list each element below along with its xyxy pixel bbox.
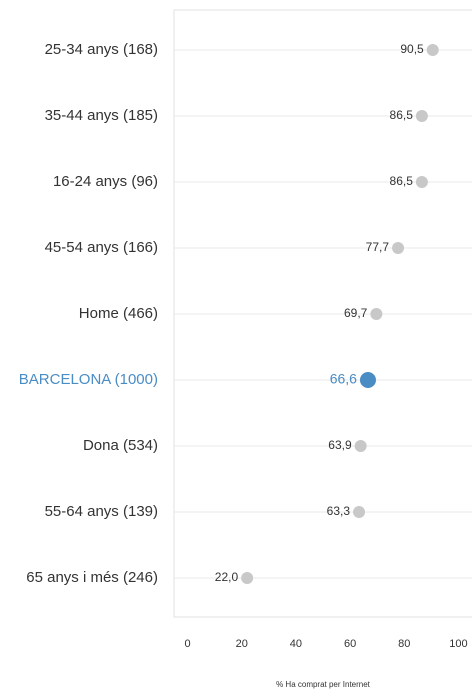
- category-label: BARCELONA (1000): [19, 371, 158, 388]
- x-tick-label: 100: [449, 638, 467, 650]
- value-label: 77,7: [366, 240, 390, 254]
- category-label: 35-44 anys (185): [45, 107, 158, 124]
- value-label: 86,5: [390, 174, 414, 188]
- x-tick-label: 40: [290, 638, 302, 650]
- dot: [241, 572, 254, 584]
- category-label: 55-64 anys (139): [45, 503, 158, 520]
- category-label: 45-54 anys (166): [45, 239, 158, 256]
- x-tick-label: 0: [184, 638, 190, 650]
- value-label: 69,7: [344, 306, 368, 320]
- value-label: 63,3: [327, 504, 351, 518]
- value-label: 86,5: [390, 108, 414, 122]
- dot: [353, 506, 366, 518]
- category-label: Home (466): [79, 305, 158, 322]
- x-tick-label: 20: [236, 638, 248, 650]
- dot: [415, 110, 428, 122]
- dot: [426, 44, 439, 56]
- dot: [415, 176, 428, 188]
- x-tick-label: 60: [344, 638, 356, 650]
- value-label: 22,0: [215, 570, 239, 584]
- value-label: 66,6: [330, 371, 357, 387]
- value-label: 63,9: [328, 438, 352, 452]
- x-tick-label: 80: [398, 638, 410, 650]
- dot: [392, 242, 405, 254]
- x-axis-title: % Ha comprat per Internet: [276, 680, 371, 689]
- dot: [359, 372, 376, 388]
- category-label: 16-24 anys (96): [53, 173, 158, 190]
- category-label: 65 anys i més (246): [26, 569, 158, 586]
- category-label: Dona (534): [83, 437, 158, 454]
- value-label: 90,5: [400, 42, 424, 56]
- dot: [370, 308, 383, 320]
- dot: [354, 440, 367, 452]
- category-label: 25-34 anys (168): [45, 41, 158, 58]
